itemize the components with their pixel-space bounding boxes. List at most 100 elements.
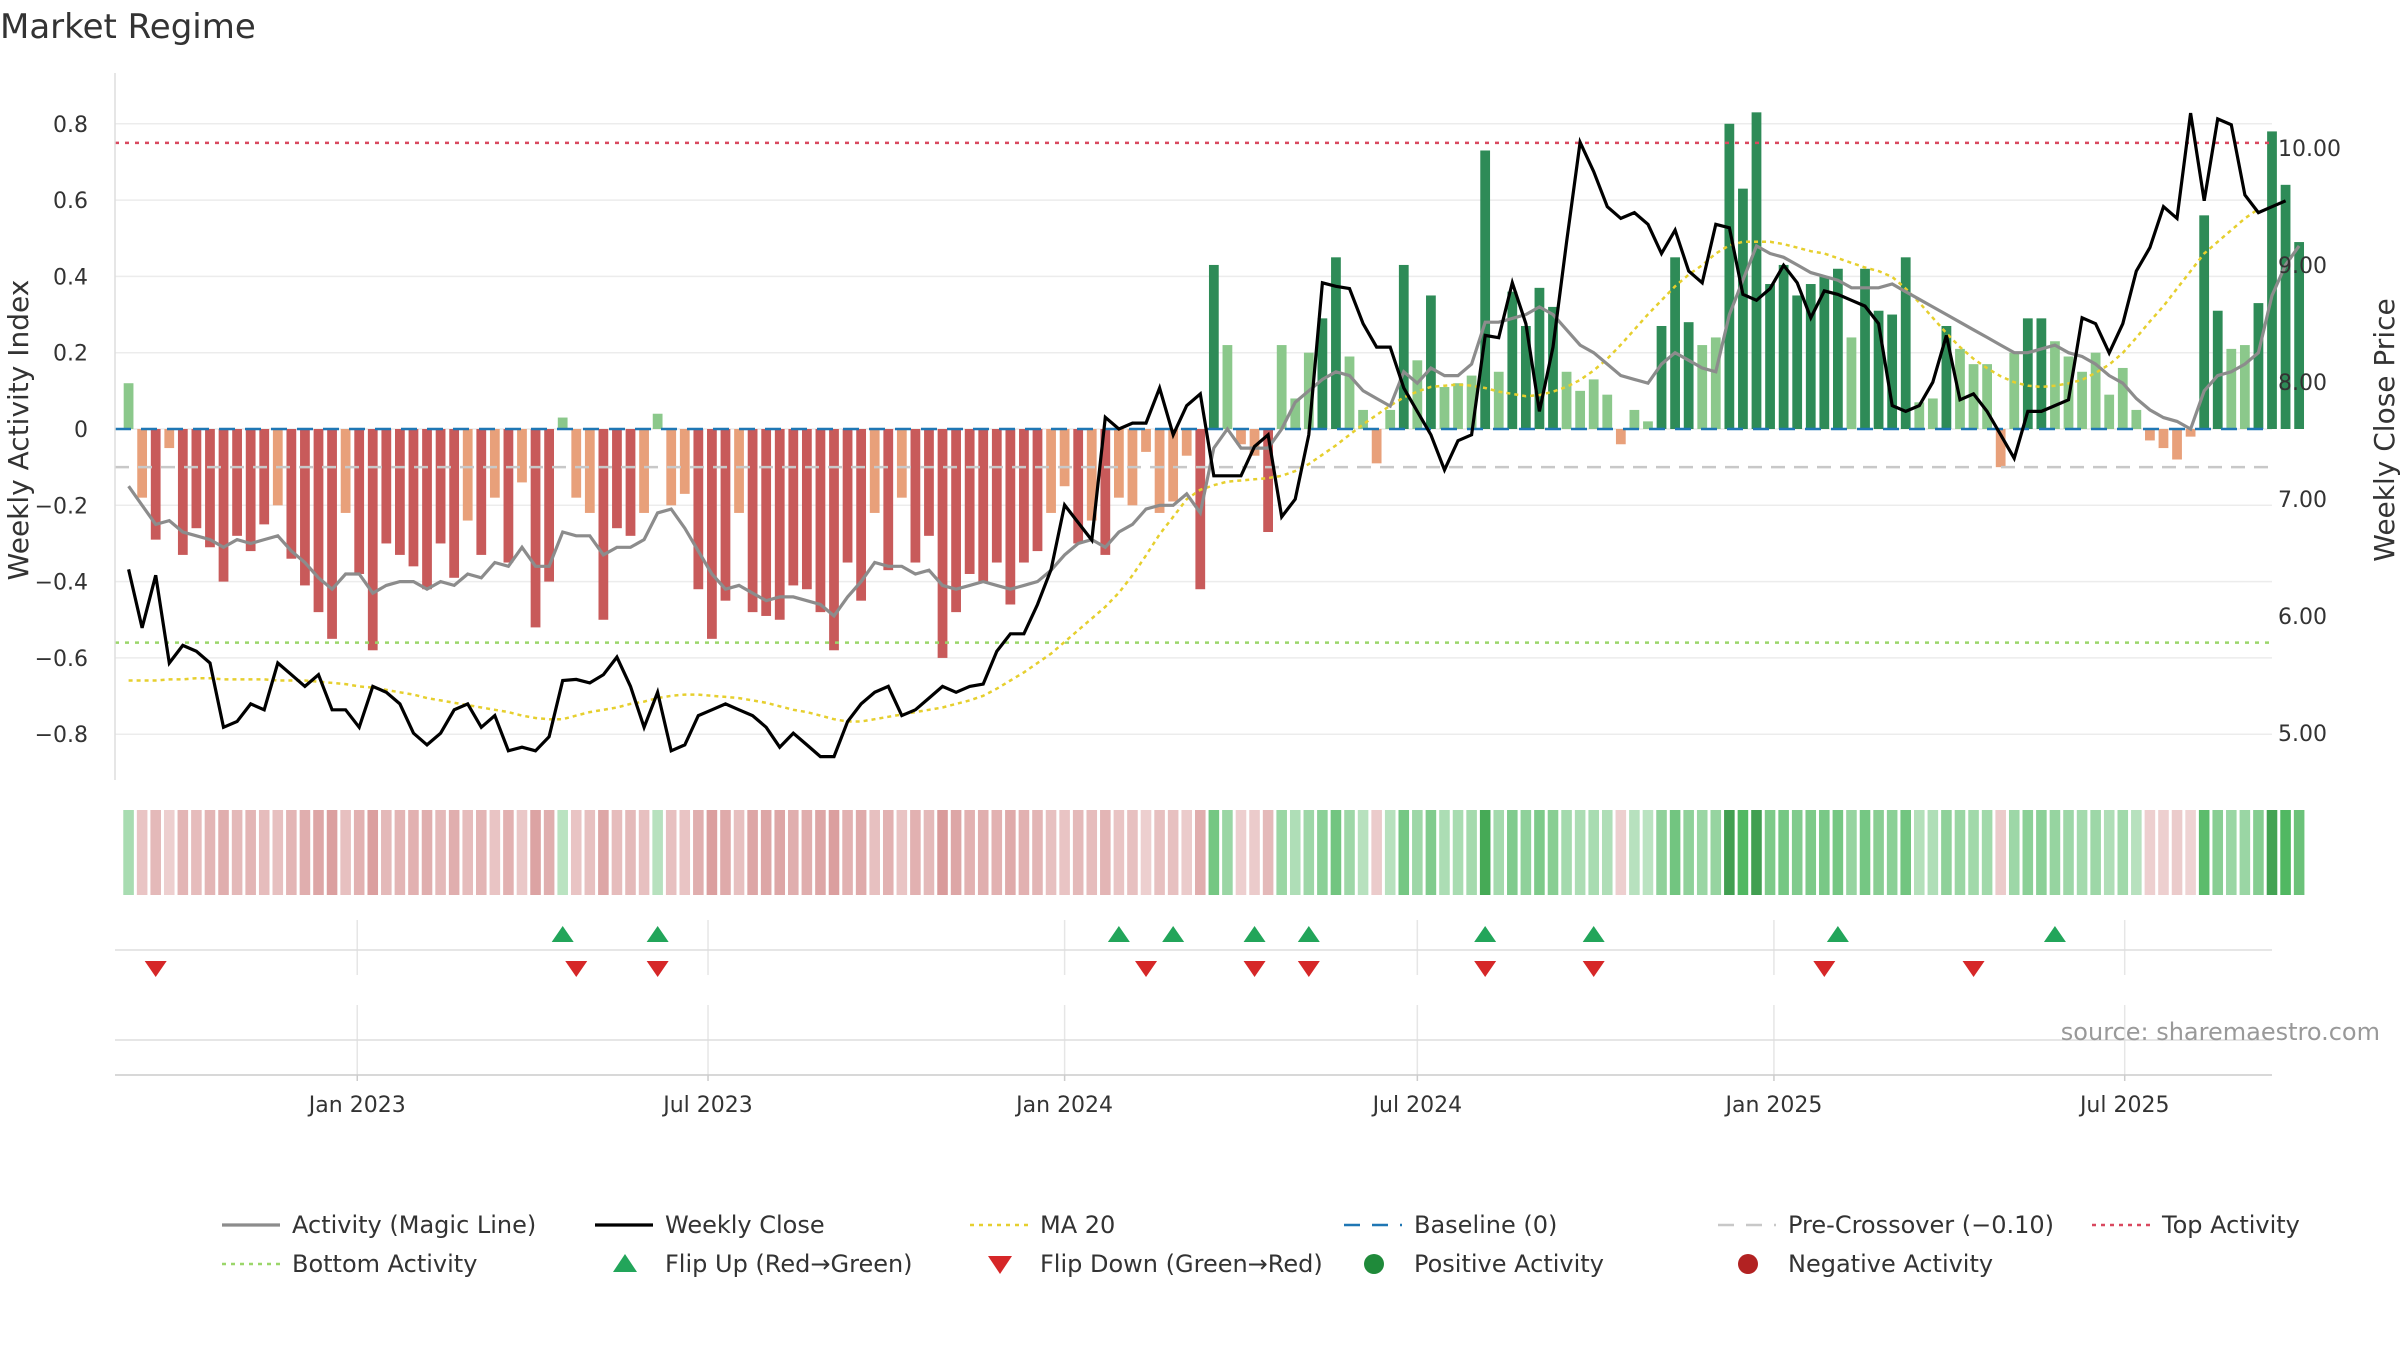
regime-strip-cell bbox=[2198, 810, 2210, 895]
activity-bar bbox=[991, 429, 1002, 563]
flip-up-marker bbox=[1474, 926, 1497, 942]
regime-strip-cell bbox=[2253, 810, 2264, 895]
regime-strip-cell bbox=[394, 810, 406, 895]
regime-strip-cell bbox=[801, 810, 813, 895]
regime-strip-cell bbox=[1588, 810, 1599, 895]
regime-strip-cell bbox=[1669, 810, 1681, 895]
activity-bar bbox=[1208, 264, 1219, 429]
regime-strip-cell bbox=[1452, 810, 1464, 895]
y-right-tick-label: 9.00 bbox=[2278, 254, 2327, 279]
y-left-tick-label: −0.6 bbox=[35, 647, 88, 672]
regime-strip-cell bbox=[788, 810, 799, 895]
regime-strip-cell bbox=[882, 810, 894, 895]
legend-label: Bottom Activity bbox=[292, 1250, 477, 1278]
activity-bar bbox=[2131, 409, 2142, 429]
magic-line bbox=[127, 243, 2301, 619]
flip-up-marker bbox=[1162, 926, 1185, 942]
activity-bar bbox=[2009, 352, 2020, 429]
regime-strip-cell bbox=[381, 810, 392, 895]
y-left-tick-label: 0.2 bbox=[53, 342, 88, 367]
flip-down-marker bbox=[1962, 961, 1985, 977]
activity-bar bbox=[2022, 318, 2033, 429]
activity-bar bbox=[1263, 429, 1273, 533]
regime-strip-cell bbox=[638, 810, 650, 895]
activity-bar bbox=[476, 429, 487, 555]
x-tick-label: Jan 2023 bbox=[307, 1093, 406, 1118]
regime-strip-cell bbox=[1005, 810, 1016, 895]
activity-bar bbox=[896, 429, 907, 498]
activity-bar bbox=[625, 429, 636, 536]
regime-strip-cell bbox=[1764, 810, 1776, 895]
regime-strip-cell bbox=[679, 810, 691, 895]
regime-strip-cell bbox=[516, 810, 528, 895]
activity-bar bbox=[883, 429, 894, 571]
regime-strip-cell bbox=[1100, 810, 1111, 895]
activity-bar bbox=[123, 383, 134, 429]
activity-bar bbox=[1778, 264, 1789, 429]
x-tick-label: Jul 2023 bbox=[661, 1093, 753, 1118]
regime-strip-cell bbox=[1018, 810, 1030, 895]
activity-bar bbox=[2104, 394, 2115, 429]
activity-bar bbox=[2253, 303, 2264, 429]
legend-label: Weekly Close bbox=[665, 1211, 825, 1239]
regime-strip-cell bbox=[136, 810, 148, 895]
activity-bar bbox=[2267, 131, 2277, 430]
activity-bar bbox=[1927, 398, 1938, 429]
regime-strip-cell bbox=[367, 810, 379, 895]
legend-swatch bbox=[988, 1256, 1012, 1274]
regime-strip-cell bbox=[2103, 810, 2115, 895]
regime-strip-cell bbox=[1737, 810, 1749, 895]
regime-strip-cell bbox=[462, 810, 473, 895]
activity-bar bbox=[164, 429, 175, 449]
regime-strip-cell bbox=[950, 810, 962, 895]
regime-strip-cell bbox=[1154, 810, 1165, 895]
activity-bar bbox=[815, 429, 826, 613]
activity-bar bbox=[639, 429, 649, 513]
activity-bar bbox=[1331, 257, 1341, 429]
activity-bar bbox=[557, 417, 568, 429]
activity-bar bbox=[1819, 276, 1830, 429]
ma20-line bbox=[128, 207, 2260, 723]
regime-strip-cell bbox=[2063, 810, 2074, 895]
flip-down-marker bbox=[1582, 961, 1605, 977]
activity-bar bbox=[1086, 429, 1097, 521]
regime-strip-cell bbox=[923, 810, 935, 895]
activity-bar bbox=[1398, 264, 1409, 429]
regime-strip-cell bbox=[1751, 810, 1762, 895]
activity-bar bbox=[2117, 367, 2128, 429]
regime-strip-cell bbox=[1086, 810, 1098, 895]
regime-strip-cell bbox=[2131, 810, 2142, 895]
activity-bar bbox=[1995, 429, 2006, 468]
activity-bar bbox=[1276, 345, 1287, 429]
activity-bar bbox=[137, 429, 148, 498]
regime-strip-cell bbox=[1181, 810, 1192, 895]
regime-strip-cell bbox=[530, 810, 541, 895]
activity-bar bbox=[1900, 257, 1911, 429]
regime-strip-cell bbox=[163, 810, 175, 895]
regime-strip-cell bbox=[815, 810, 826, 895]
regime-strip-cell bbox=[2144, 810, 2156, 895]
regime-strip-cell bbox=[245, 810, 256, 895]
regime-strip-cell bbox=[218, 810, 229, 895]
regime-strip-cell bbox=[1927, 810, 1939, 895]
flip-down-marker bbox=[144, 961, 167, 977]
legend-label: Negative Activity bbox=[1788, 1250, 1993, 1278]
activity-bar bbox=[788, 429, 799, 586]
flip-up-marker bbox=[2043, 926, 2066, 942]
activity-bar bbox=[1032, 429, 1043, 552]
regime-strip-cell bbox=[2049, 810, 2061, 895]
regime-strip-cell bbox=[937, 810, 948, 895]
flip-down-marker bbox=[1243, 961, 1266, 977]
activity-bar bbox=[1507, 291, 1518, 429]
activity-bar bbox=[1344, 356, 1355, 429]
regime-strip-cell bbox=[1371, 810, 1382, 895]
regime-strip-cell bbox=[747, 810, 758, 895]
activity-bar bbox=[693, 429, 704, 590]
flip-markers bbox=[115, 926, 2272, 977]
regime-strip-cell bbox=[503, 810, 514, 895]
activity-bar bbox=[2090, 352, 2101, 429]
activity-bar bbox=[300, 429, 310, 586]
regime-strip-cell bbox=[1425, 810, 1437, 895]
regime-strip-cell bbox=[286, 810, 297, 895]
